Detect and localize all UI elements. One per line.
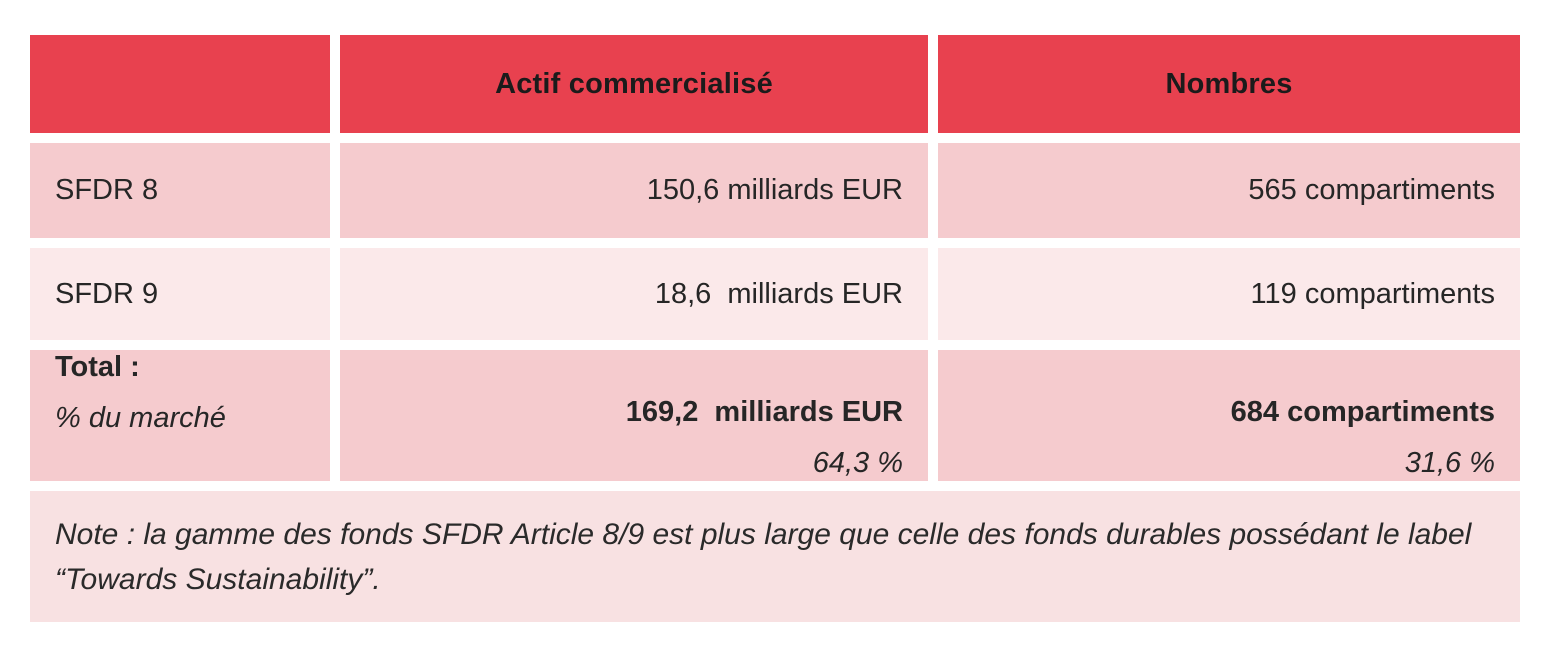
note-row: Note : la gamme des fonds SFDR Article 8… bbox=[30, 491, 1520, 622]
total-pct-label: % du marché bbox=[55, 401, 226, 434]
value-actif-sfdr8: 150,6 milliards EUR bbox=[340, 143, 928, 238]
header-label-actif: Actif commercialisé bbox=[495, 67, 773, 100]
header-cell-empty bbox=[30, 35, 330, 133]
row-label-sfdr9: SFDR 9 bbox=[30, 248, 330, 340]
row-label-sfdr8: SFDR 8 bbox=[30, 143, 330, 238]
value-nombres-sfdr9: 119 compartiments bbox=[938, 248, 1520, 340]
total-actif-cell: 169,2 milliards EUR 64,3 % bbox=[340, 350, 928, 481]
row-label-text: SFDR 8 bbox=[55, 174, 159, 207]
value-text: 119 compartiments bbox=[1250, 277, 1495, 310]
value-nombres-sfdr8: 565 compartiments bbox=[938, 143, 1520, 238]
sfdr-table: Actif commercialisé Nombres SFDR 8 150,6… bbox=[30, 35, 1520, 622]
total-label-cell: Total : % du marché bbox=[30, 350, 330, 481]
total-nombres-cell: 684 compartiments 31,6 % bbox=[938, 350, 1520, 481]
note-text: Note : la gamme des fonds SFDR Article 8… bbox=[55, 517, 1472, 596]
value-actif-sfdr9: 18,6 milliards EUR bbox=[340, 248, 928, 340]
total-nombres-pct: 31,6 % bbox=[1404, 447, 1495, 480]
value-text: 150,6 milliards EUR bbox=[646, 174, 903, 207]
header-cell-nombres: Nombres bbox=[938, 35, 1520, 133]
total-nombres-value: 684 compartiments bbox=[1230, 396, 1495, 429]
row-label-text: SFDR 9 bbox=[55, 277, 159, 310]
total-actif-pct: 64,3 % bbox=[812, 447, 903, 480]
value-text: 18,6 milliards EUR bbox=[654, 277, 903, 310]
header-cell-actif: Actif commercialisé bbox=[340, 35, 928, 133]
total-label: Total : bbox=[55, 351, 140, 383]
total-actif-value: 169,2 milliards EUR bbox=[625, 396, 903, 429]
header-label-nombres: Nombres bbox=[1165, 67, 1293, 100]
value-text: 565 compartiments bbox=[1248, 174, 1495, 207]
